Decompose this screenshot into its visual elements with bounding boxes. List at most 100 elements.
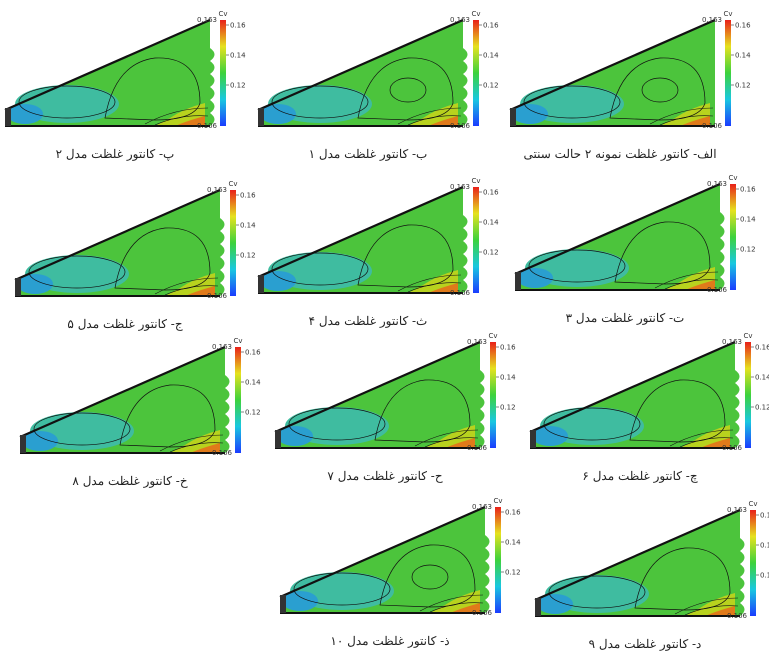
- colorbar-title: Cv: [218, 10, 227, 18]
- colorbar: [490, 342, 496, 448]
- low-region: [7, 104, 43, 124]
- contour-panel: Cv0.163 0.106 0.16 0.14 0.12 ث- کانتور غلظت م…: [257, 177, 499, 328]
- high-region: [428, 283, 458, 293]
- colorbar-title: Cv: [488, 332, 497, 340]
- contour-panel: Cv0.163 0.106 0.16 0.14 0.12 ت- کانتور غلظت م…: [514, 174, 756, 325]
- domain-outline: [279, 505, 486, 599]
- contour-panel: Cv0.163 0.106 0.16 0.14 0.12 ذ- کانتور غلظت م…: [279, 497, 521, 648]
- domain-outline: [509, 18, 716, 112]
- high-region: [705, 606, 735, 616]
- colorbar-tick-label: 0.16: [483, 22, 499, 30]
- domain-outline: [14, 188, 221, 282]
- colorbar-min: 0.106: [450, 122, 471, 130]
- colorbar-tick-label: 0.12: [500, 404, 516, 412]
- contour-panel: Cv0.163 0.106 0.16 0.14 0.12 ح- کانتور غلظت م…: [274, 332, 516, 483]
- contour-panel: Cv0.163 0.106 0.16 0.14 0.12 ب- کانتور غلظت م…: [257, 10, 499, 161]
- contour-line: [523, 85, 621, 119]
- panel-caption: چ- کانتور غلظت مدل ۶: [582, 469, 697, 483]
- panel-caption: ت- کانتور غلظت مدل ۳: [566, 311, 685, 325]
- colorbar-max: 0.163: [207, 186, 227, 194]
- colorbar-tick-label: 0.14: [483, 219, 499, 227]
- contour-line: [634, 547, 731, 611]
- colorbar-max: 0.163: [707, 180, 727, 188]
- contour-line: [271, 252, 369, 286]
- contour-line: [419, 594, 484, 613]
- colorbar-tick-label: 0.12: [505, 569, 521, 577]
- colorbar-max: 0.163: [702, 16, 722, 24]
- colorbar-tick-label: 0.12: [760, 572, 769, 580]
- colorbar-tick-label: 0.14: [500, 374, 516, 382]
- colorbar-min: 0.106: [722, 444, 743, 452]
- contour-line: [33, 412, 131, 446]
- inlet: [258, 275, 264, 293]
- colorbar-title: Cv: [471, 10, 480, 18]
- colorbar-title: Cv: [233, 337, 242, 345]
- low-region: [512, 104, 548, 124]
- high-region: [175, 116, 205, 126]
- colorbar-tick-label: 0.14: [740, 216, 756, 224]
- colorbar-tick-label: 0.12: [230, 82, 246, 90]
- low-region: [260, 271, 296, 291]
- contour-line: [288, 407, 386, 441]
- domain-outline: [534, 508, 741, 602]
- colorbar-tick-label: 0.16: [740, 186, 756, 194]
- panel-caption: ج- کانتور غلظت مدل ۵: [67, 317, 182, 331]
- contour-line: [159, 434, 224, 453]
- contour-line: [357, 57, 454, 121]
- colorbar-max: 0.163: [450, 16, 470, 24]
- colorbar-title: Cv: [743, 332, 752, 340]
- colorbar-tick-label: 0.14: [760, 542, 769, 550]
- panel-caption: پ- کانتور غلظت مدل ۲: [56, 147, 175, 161]
- low-region: [532, 426, 568, 446]
- colorbar-tick-label: 0.12: [755, 404, 769, 412]
- inlet: [258, 108, 264, 126]
- panel-caption: ث- کانتور غلظت مدل ۴: [309, 314, 428, 328]
- inlet: [280, 595, 286, 613]
- colorbar: [495, 507, 501, 613]
- contour-line: [649, 107, 714, 126]
- colorbar-max: 0.163: [212, 343, 232, 351]
- panel-caption: ح- کانتور غلظت مدل ۷: [327, 469, 442, 483]
- colorbar-title: Cv: [228, 180, 237, 188]
- panel-caption: ب- کانتور غلظت مدل ۱: [309, 147, 428, 161]
- colorbar-tick-label: 0.16: [483, 189, 499, 197]
- low-region: [277, 426, 313, 446]
- high-region: [685, 280, 715, 290]
- low-region: [517, 268, 553, 288]
- colorbar-min: 0.106: [450, 289, 471, 297]
- domain-outline: [257, 18, 464, 112]
- colorbar-title: Cv: [728, 174, 737, 182]
- inlet: [275, 430, 281, 448]
- panel-caption: الف- کانتور غلظت نمونه ۲ حالت سنتی: [523, 147, 716, 161]
- contour-line: [114, 227, 211, 291]
- low-region: [260, 104, 296, 124]
- contour-line: [674, 597, 739, 616]
- colorbar: [730, 184, 736, 290]
- colorbar-tick-label: 0.16: [245, 349, 261, 357]
- contour-line: [144, 107, 209, 126]
- colorbar-tick-label: 0.16: [230, 22, 246, 30]
- contour-line: [414, 429, 479, 448]
- colorbar-tick-label: 0.16: [755, 344, 769, 352]
- colorbar-tick-label: 0.12: [483, 82, 499, 90]
- contour-panel: Cv0.163 0.106 0.16 0.14 0.12 ج- کانتور غلظت م…: [14, 180, 256, 331]
- contour-line: [271, 85, 369, 119]
- colorbar-min: 0.106: [702, 122, 723, 130]
- contour-line: [397, 274, 462, 293]
- colorbar-tick-label: 0.14: [240, 222, 256, 230]
- colorbar-max: 0.163: [197, 16, 217, 24]
- colorbar-title: Cv: [748, 500, 757, 508]
- panel-caption: ذ- کانتور غلظت مدل ۱۰: [330, 634, 449, 648]
- contour-line: [389, 77, 427, 103]
- colorbar-tick-label: 0.14: [230, 52, 246, 60]
- contour-line: [411, 564, 449, 590]
- contour-line: [397, 107, 462, 126]
- inlet: [510, 108, 516, 126]
- colorbar-tick-label: 0.12: [240, 252, 256, 260]
- contour-line: [104, 57, 201, 121]
- colorbar-tick-label: 0.12: [245, 409, 261, 417]
- colorbar-tick-label: 0.16: [735, 22, 751, 30]
- domain-outline: [19, 345, 226, 439]
- contour-line: [609, 57, 706, 121]
